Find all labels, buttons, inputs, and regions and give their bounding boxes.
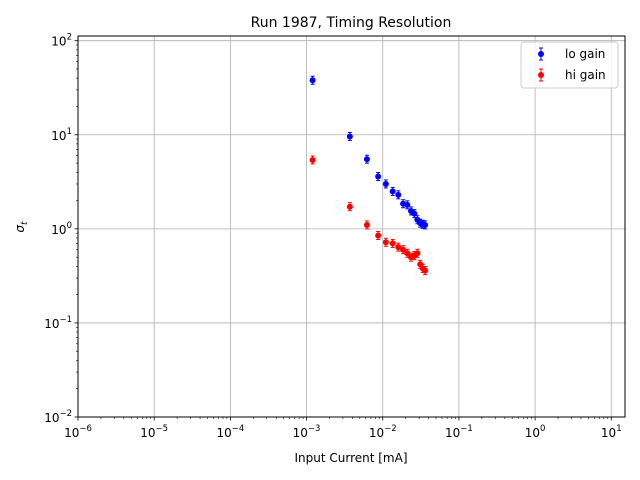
x-tick-label-exponent: 0 [540,424,545,434]
legend-item-lo-gain: lo gain [538,47,605,61]
x-tick-label-base: 10 [293,426,308,440]
data-point-lo-gain [389,188,396,195]
y-tick-label-exponent: 2 [67,33,72,43]
y-tick-label: 101 [51,127,72,143]
data-point-lo-gain [375,173,382,180]
data-point-hi-gain [414,250,421,257]
x-axis-ticks: 10−6 10−5 10−4 10−3 10−2 10−1 100 101 [64,417,622,440]
x-axis-label: Input Current [mA] [294,451,407,465]
data-point-hi-gain [309,156,316,163]
y-tick-label-base: 10 [51,129,66,143]
x-tick-label-exponent: −5 [156,424,169,434]
series-hi-gain [309,155,429,276]
y-tick-label-exponent: −1 [59,315,72,325]
data-point-lo-gain [363,156,370,163]
y-axis-label-symbol: σ [13,225,27,233]
y-tick-label-base: 10 [44,411,59,425]
x-tick-label-exponent: −2 [384,424,397,434]
x-tick-label: 10−5 [140,424,168,440]
data-point-hi-gain [363,221,370,228]
plot-frame [77,35,626,418]
x-tick-label: 101 [601,424,622,440]
y-axis-label: σt [13,221,30,233]
x-tick-label-exponent: −3 [308,424,321,434]
legend: lo gain hi gain [520,41,619,89]
legend-label: lo gain [565,47,605,61]
y-tick-label-exponent: −2 [59,409,72,419]
x-tick-label: 10−6 [64,424,92,440]
x-tick-label-base: 10 [369,426,384,440]
x-tick-label: 10−2 [369,424,397,440]
x-tick-label: 10−4 [216,424,244,440]
x-tick-label-base: 10 [445,426,460,440]
data-point-hi-gain [346,203,353,210]
legend-box [520,41,619,89]
data-point-lo-gain [346,133,353,140]
y-tick-label-base: 10 [44,317,59,331]
x-tick-label-exponent: −6 [79,424,92,434]
data-point-hi-gain [375,232,382,239]
x-tick-label-base: 10 [525,426,540,440]
y-tick-label: 102 [51,33,72,49]
y-tick-label: 10−1 [44,315,72,331]
data-point-lo-gain [422,221,429,228]
y-tick-label-base: 10 [51,223,66,237]
data-point-hi-gain [382,239,389,246]
y-tick-label: 100 [51,221,72,237]
x-tick-label-exponent: 1 [616,424,621,434]
data-point-lo-gain [411,210,418,217]
x-tick-label: 100 [525,424,546,440]
legend-marker [538,72,544,78]
x-tick-label: 10−3 [293,424,321,440]
x-tick-label: 10−1 [445,424,473,440]
legend-marker [538,51,544,57]
data-point-lo-gain [404,201,411,208]
series-lo-gain [309,75,429,230]
data-point-hi-gain [422,267,429,274]
chart-title: Run 1987, Timing Resolution [251,15,452,31]
data-point-hi-gain [400,246,407,253]
x-tick-label-base: 10 [601,426,616,440]
data-point-hi-gain [389,240,396,247]
x-tick-label-base: 10 [140,426,155,440]
x-tick-label-exponent: −1 [460,424,473,434]
y-tick-label-exponent: 0 [67,221,72,231]
data-point-lo-gain [382,180,389,187]
legend-label: hi gain [565,68,606,82]
y-tick-label-exponent: 1 [67,127,72,137]
x-tick-label-exponent: −4 [232,424,245,434]
legend-item-hi-gain: hi gain [538,68,606,82]
y-axis-label-subscript: t [20,221,30,225]
y-tick-label-base: 10 [51,35,66,49]
y-tick-label: 10−2 [44,409,72,425]
data-point-hi-gain [395,244,402,251]
data-point-hi-gain [404,250,411,257]
x-tick-label-base: 10 [216,426,231,440]
data-point-lo-gain [309,77,316,84]
legend-items: lo gain hi gain [538,47,606,82]
data-points [309,75,429,276]
x-tick-label-base: 10 [64,426,79,440]
data-point-lo-gain [395,191,402,198]
